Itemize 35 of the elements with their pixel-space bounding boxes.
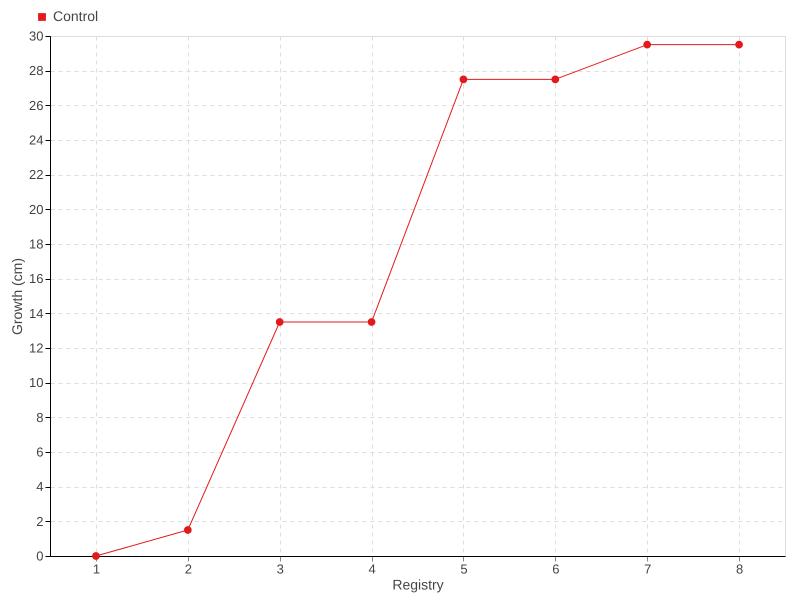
y-tick-label: 28 [29, 63, 44, 78]
y-axis-title: Growth (cm) [9, 258, 26, 335]
y-tick-label: 14 [29, 306, 44, 321]
point [460, 75, 468, 84]
x-tick-label: 4 [368, 562, 376, 576]
point [276, 318, 284, 326]
y-tick-label: 18 [29, 236, 44, 252]
point [643, 40, 652, 49]
x-tick-label: 7 [644, 562, 652, 576]
legend-label: Control [53, 8, 98, 24]
y-tick-label: 4 [36, 479, 44, 494]
point [735, 40, 743, 49]
x-tick-label: 3 [276, 562, 284, 576]
point [92, 552, 100, 560]
point [184, 526, 192, 534]
y-tick-label: 24 [29, 132, 44, 148]
y-tick-label: 22 [29, 167, 44, 182]
x-tick-label: 8 [736, 562, 744, 576]
x-axis-title: Registry [392, 576, 444, 592]
y-tick-label: 20 [29, 202, 44, 217]
y-tick-label: 2 [36, 514, 44, 529]
x-tick-label: 6 [552, 562, 560, 576]
x-tick-label: 2 [184, 562, 192, 576]
y-tick-label: 10 [29, 375, 44, 390]
y-tick-label: 16 [29, 271, 44, 286]
x-tick-label: 1 [92, 562, 100, 576]
point [551, 75, 560, 84]
y-tick-label: 26 [29, 98, 44, 113]
y-tick-label: 6 [36, 444, 44, 460]
y-tick-label: 12 [29, 340, 44, 356]
x-tick-label: 5 [460, 562, 468, 576]
y-tick-label: 0 [36, 548, 44, 564]
y-tick-label: 30 [29, 28, 44, 44]
point [368, 318, 376, 326]
y-tick-label: 8 [36, 410, 44, 425]
